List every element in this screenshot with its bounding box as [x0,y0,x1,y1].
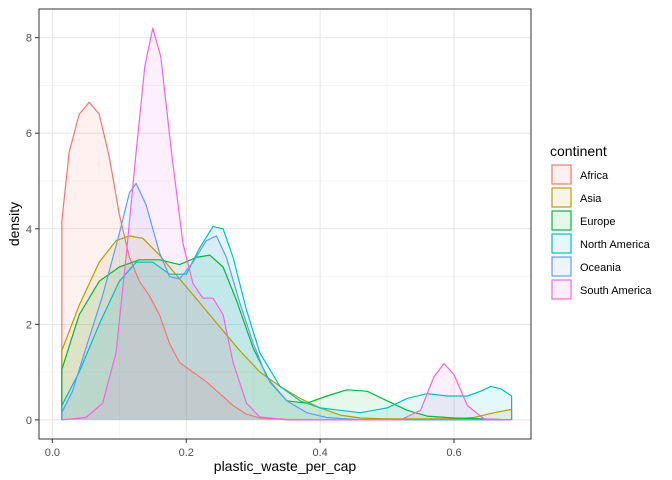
plot-border [38,8,532,440]
density-area-europe [61,255,512,420]
density-line-south-america [61,27,512,421]
legend-title: continent [550,143,607,159]
y-axis-ticks: 0 2 4 6 8 [26,33,39,427]
legend-key-bg-africa [551,164,572,185]
density-area-oceania [61,183,512,420]
x-axis-title: plastic_waste_per_cap [214,458,357,474]
legend-key-africa [551,164,572,185]
minor-gridlines [39,9,531,439]
y-tick-label: 2 [26,319,32,331]
legend-label-north-america: North America [580,239,651,251]
density-line-europe [61,254,512,421]
legend: continent Africa Asia Europe North America O… [550,143,652,300]
legend-key-bg-south-america [551,279,572,300]
y-tick-label: 6 [26,128,32,140]
major-gridlines [39,9,531,439]
legend-label-africa: Africa [580,170,609,182]
legend-key-oceania [551,256,572,277]
x-tick-label: 0.4 [312,447,327,459]
legend-label-south-america: South America [580,285,652,297]
x-axis-ticks: 0.0 0.2 0.4 0.6 [45,439,462,459]
density-line-north-america [61,225,513,420]
density-area-asia [61,235,512,420]
density-area-south-america [61,28,512,420]
legend-key-south-america [551,279,572,300]
density-line-oceania [61,182,512,421]
legend-key-bg-europe [551,210,572,231]
y-tick-label: 8 [26,33,32,45]
legend-key-bg-oceania [551,256,572,277]
legend-key-bg-north-america [551,233,572,254]
legend-label-asia: Asia [580,193,602,205]
y-tick-label: 0 [26,415,32,427]
y-axis-title: density [6,202,22,246]
legend-key-bg-asia [551,187,572,208]
density-line-asia [61,235,513,420]
density-lines [61,27,513,421]
legend-key-asia [551,187,572,208]
legend-key-europe [551,210,572,231]
x-tick-label: 0.0 [45,447,60,459]
y-tick-label: 4 [26,224,32,236]
legend-key-north-america [551,233,572,254]
legend-label-europe: Europe [580,216,615,228]
legend-label-oceania: Oceania [580,262,622,274]
x-tick-label: 0.6 [446,447,461,459]
x-tick-label: 0.2 [179,447,194,459]
